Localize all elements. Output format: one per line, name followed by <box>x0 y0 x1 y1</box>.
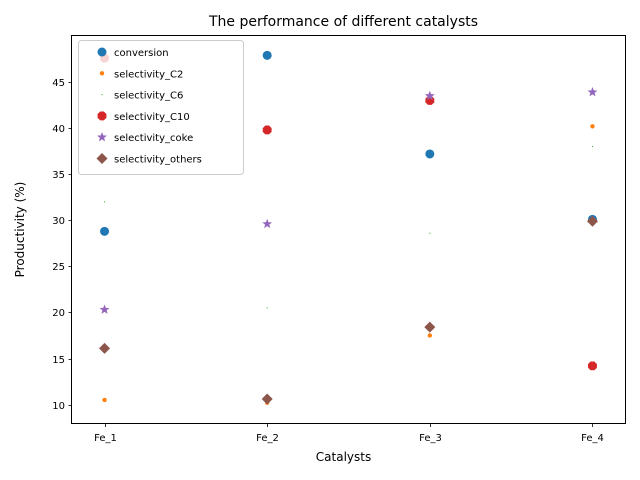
legend-label: selectivity_C2 <box>114 69 183 80</box>
legend-marker-selectivity_others <box>96 153 108 164</box>
point-conversion-Fe_2 <box>262 50 272 60</box>
point-selectivity_C2-Fe_3 <box>427 333 433 338</box>
point-selectivity_coke-Fe_2 <box>262 218 273 229</box>
point-selectivity_others-Fe_3 <box>424 321 436 333</box>
legend-item-selectivity_C6: selectivity_C6 <box>101 91 183 102</box>
legend-marker-selectivity_C6 <box>101 94 103 96</box>
point-selectivity_C10-Fe_4 <box>588 361 597 371</box>
legend-marker-selectivity_coke <box>97 132 107 142</box>
legend: conversion selectivity_C2 selectivity_C6se… <box>78 40 244 175</box>
chart-title: The performance of different catalysts <box>208 14 478 30</box>
x-tick-label: Fe_3 <box>419 433 442 444</box>
legend-label: selectivity_others <box>114 155 202 166</box>
y-tick-label: 15 <box>52 355 65 366</box>
y-tick-label: 40 <box>52 124 65 135</box>
point-selectivity_C6-Fe_4 <box>591 146 593 148</box>
point-selectivity_C10-Fe_2 <box>262 125 272 135</box>
x-tick-label: Fe_2 <box>256 433 279 444</box>
point-selectivity_others-Fe_2 <box>261 393 273 405</box>
y-tick-label: 30 <box>52 216 65 227</box>
legend-item-selectivity_C10: selectivity_C10 <box>97 111 190 123</box>
point-selectivity_C6-Fe_1 <box>104 201 106 203</box>
point-selectivity_C2-Fe_4 <box>590 124 595 129</box>
point-selectivity_coke-Fe_3 <box>424 90 435 101</box>
legend-label: selectivity_C6 <box>114 91 183 102</box>
x-tick-label: Fe_1 <box>94 433 117 444</box>
legend-marker-selectivity_C2 <box>99 71 105 76</box>
legend-label: selectivity_coke <box>114 133 193 144</box>
series-selectivity_coke <box>99 87 598 314</box>
series-selectivity_C2 <box>102 124 595 405</box>
point-conversion-Fe_1 <box>100 226 110 236</box>
legend-item-conversion: conversion <box>97 47 169 59</box>
legend-item-selectivity_others: selectivity_others <box>96 153 202 166</box>
x-tick-label: Fe_4 <box>581 433 604 444</box>
x-axis-label: Catalysts <box>316 450 371 464</box>
y-axis-label: Productivity (%) <box>13 182 27 278</box>
legend-marker-conversion <box>97 47 107 57</box>
point-selectivity_coke-Fe_4 <box>587 87 598 97</box>
plot-marks <box>99 50 598 405</box>
legend-label: conversion <box>114 48 169 59</box>
point-selectivity_coke-Fe_1 <box>99 304 110 314</box>
point-selectivity_C6-Fe_3 <box>429 232 431 234</box>
point-selectivity_others-Fe_1 <box>99 342 111 354</box>
series-selectivity_C6 <box>104 146 593 309</box>
y-tick-label: 20 <box>52 308 65 319</box>
legend-frame <box>78 40 244 175</box>
x-axis: Fe_1 Fe_2 Fe_3 Fe_4 <box>94 423 604 444</box>
legend-item-selectivity_coke: selectivity_coke <box>97 132 193 144</box>
plot-frame <box>71 35 626 424</box>
y-axis: 10 15 20 25 30 35 40 45 <box>52 78 72 412</box>
y-tick-label: 45 <box>52 78 65 89</box>
point-conversion-Fe_3 <box>425 149 435 159</box>
legend-label: selectivity_C10 <box>114 112 190 123</box>
y-tick-label: 10 <box>52 401 65 412</box>
point-selectivity_C6-Fe_2 <box>266 307 268 309</box>
y-tick-label: 35 <box>52 170 65 181</box>
y-tick-label: 25 <box>52 262 65 273</box>
legend-item-selectivity_C2: selectivity_C2 <box>99 69 183 80</box>
series-selectivity_others <box>99 215 598 405</box>
series-conversion <box>100 50 597 236</box>
legend-marker-selectivity_C10 <box>97 111 107 121</box>
point-selectivity_C2-Fe_1 <box>102 397 107 403</box>
point-selectivity_others-Fe_4 <box>586 215 598 227</box>
